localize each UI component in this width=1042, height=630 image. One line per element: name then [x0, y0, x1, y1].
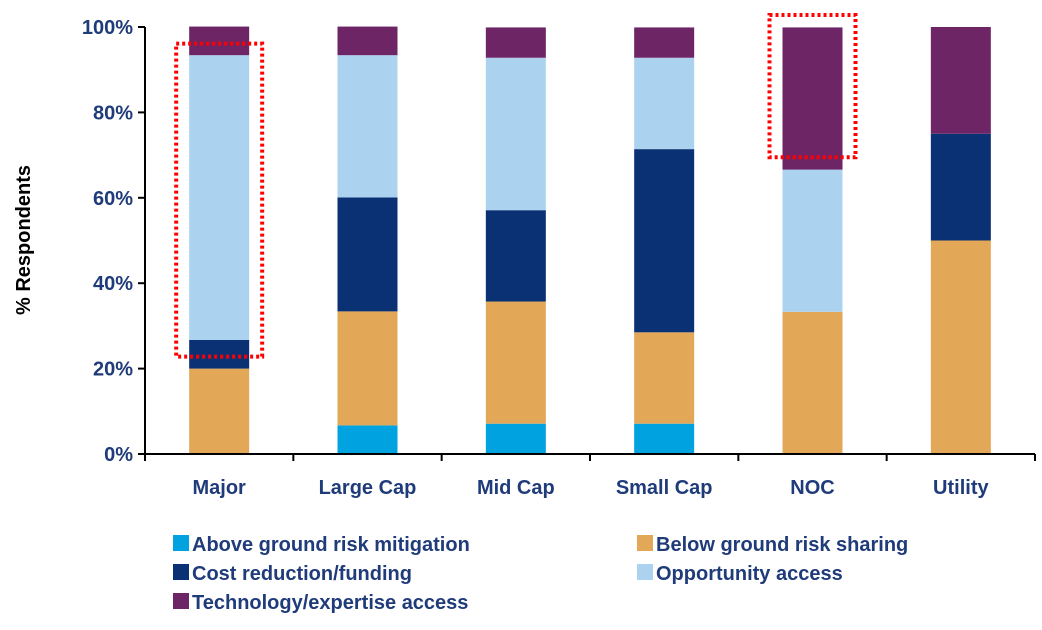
legend-label: Opportunity access — [656, 563, 843, 585]
legend-item: Above ground risk mitigation — [173, 534, 470, 556]
y-tick-label: 0% — [104, 444, 133, 466]
legend-swatch — [173, 593, 189, 609]
y-tick-label: 60% — [93, 188, 133, 210]
x-tick-label: NOC — [790, 477, 834, 499]
bar-segment — [782, 169, 843, 312]
bar-segment — [189, 368, 250, 454]
legend-item: Opportunity access — [637, 563, 843, 585]
legend-label: Technology/expertise access — [192, 592, 468, 614]
legend: Above ground risk mitigation Below ground… — [173, 534, 908, 614]
legend-label: Above ground risk mitigation — [192, 534, 470, 556]
y-axis-title: % Respondents — [13, 165, 35, 315]
bar-segment — [485, 210, 546, 302]
bar-segment — [485, 27, 546, 58]
highlight-box — [767, 13, 858, 160]
bar-segment — [634, 332, 695, 424]
bar-segment — [337, 55, 398, 198]
bar-segment — [485, 57, 546, 211]
bars-layer — [189, 26, 991, 454]
x-tick-label: Major — [192, 477, 246, 499]
y-tick-label: 80% — [93, 102, 133, 124]
legend-label: Cost reduction/funding — [192, 563, 412, 585]
bar-segment — [337, 26, 398, 56]
bar-segment — [337, 425, 398, 454]
x-tick-label: Large Cap — [319, 477, 417, 499]
axes-layer: 0% 20% 40% 60% 80% 100% Major Large Cap Mid Cap S… — [82, 17, 1036, 499]
bar-segment — [634, 57, 695, 150]
bar-segment — [782, 311, 843, 454]
bar-segment — [930, 133, 991, 241]
legend-item: Below ground risk sharing — [637, 534, 908, 556]
bar-segment — [634, 27, 695, 58]
bar-segment — [337, 311, 398, 426]
bar-segment — [930, 240, 991, 454]
bar-segment — [634, 149, 695, 333]
x-tick-label: Small Cap — [616, 477, 713, 499]
legend-item: Cost reduction/funding — [173, 563, 412, 585]
x-tick-label: Utility — [933, 477, 989, 499]
bar-segment — [782, 27, 843, 170]
legend-swatch — [637, 535, 653, 551]
y-tick-label: 20% — [93, 359, 133, 381]
y-tick-label: 100% — [82, 17, 133, 39]
bar-segment — [337, 197, 398, 312]
legend-swatch — [173, 535, 189, 551]
bar-segment — [189, 55, 250, 340]
bar-segment — [634, 423, 695, 454]
legend-item: Technology/expertise access — [173, 592, 468, 614]
y-tick-label: 40% — [93, 273, 133, 295]
x-tick-label: Mid Cap — [477, 477, 555, 499]
highlights-layer — [174, 13, 858, 359]
bar-segment — [189, 339, 250, 369]
bar-segment — [485, 423, 546, 454]
legend-label: Below ground risk sharing — [656, 534, 908, 556]
legend-swatch — [637, 564, 653, 580]
highlight-box — [174, 41, 265, 359]
bar-segment — [485, 301, 546, 424]
bar-segment — [189, 26, 250, 56]
legend-swatch — [173, 564, 189, 580]
bar-segment — [930, 27, 991, 134]
